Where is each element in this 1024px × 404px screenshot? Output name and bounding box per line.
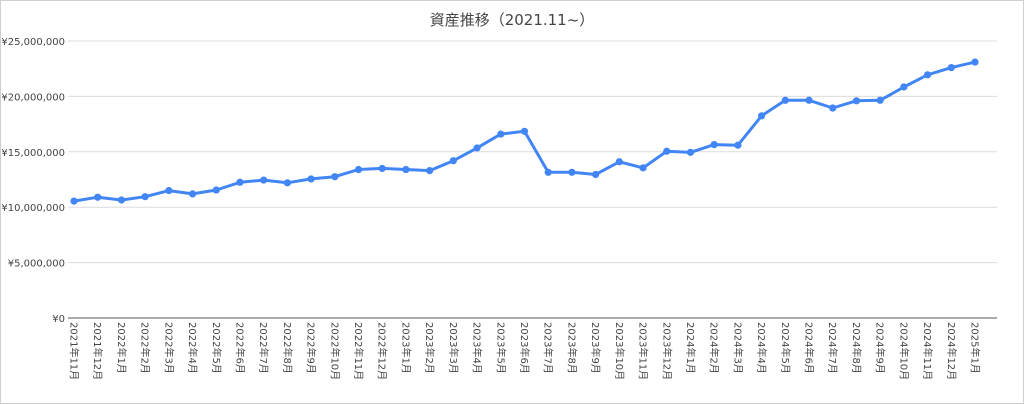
- y-tick-label: ¥10,000,000: [1, 203, 65, 214]
- data-point: [141, 193, 149, 201]
- x-tick-label: 2022年1月: [115, 322, 128, 374]
- x-tick-label: 2022年4月: [186, 322, 199, 374]
- x-tick-label: 2022年3月: [162, 322, 175, 374]
- x-tick-label: 2024年1月: [684, 322, 697, 374]
- x-tick-label: 2024年12月: [945, 322, 958, 380]
- x-tick-label: 2023年12月: [660, 322, 673, 380]
- x-tick-label: 2021年11月: [68, 322, 81, 380]
- x-tick-label: 2023年5月: [494, 322, 507, 374]
- data-point: [212, 186, 220, 194]
- x-tick-label: 2024年8月: [850, 322, 863, 374]
- data-point: [307, 175, 315, 183]
- x-tick-label: 2022年12月: [376, 322, 389, 380]
- x-tick-label: 2022年5月: [210, 322, 223, 374]
- data-point: [497, 130, 505, 138]
- x-tick-label: 2024年7月: [826, 322, 839, 374]
- y-tick-label: ¥0: [52, 314, 65, 325]
- data-point: [165, 186, 173, 195]
- data-point: [378, 164, 386, 173]
- x-tick-label: 2023年10月: [613, 322, 626, 380]
- x-tick-label: 2023年6月: [518, 322, 531, 374]
- data-point: [615, 158, 623, 166]
- data-point: [236, 178, 244, 186]
- data-point: [449, 157, 457, 165]
- data-point: [900, 83, 908, 91]
- data-point: [686, 148, 695, 156]
- x-tick-label: 2023年4月: [471, 322, 484, 374]
- x-tick-label: 2024年9月: [874, 322, 887, 374]
- data-point: [426, 167, 434, 175]
- data-point: [947, 63, 955, 72]
- y-tick-label: ¥5,000,000: [8, 259, 65, 270]
- data-point: [544, 168, 552, 176]
- x-tick-label: 2024年11月: [921, 322, 934, 380]
- data-point: [805, 96, 813, 104]
- data-point: [402, 165, 410, 174]
- x-tick-label: 2023年2月: [423, 322, 436, 374]
- x-tick-label: 2022年7月: [257, 322, 270, 374]
- data-point: [188, 190, 197, 198]
- x-axis-ticks: 2021年11月 2021年12月 2022年1月 2022年2月 2022年3月 202…: [68, 322, 982, 380]
- data-point: [639, 164, 647, 172]
- data-point: [923, 71, 932, 79]
- x-tick-label: 2024年3月: [731, 322, 744, 374]
- x-tick-label: 2022年6月: [233, 322, 246, 374]
- data-point: [734, 141, 742, 149]
- data-point: [710, 140, 718, 149]
- data-point: [592, 170, 600, 179]
- x-tick-label: 2024年10月: [897, 322, 910, 380]
- y-tick-label: ¥20,000,000: [1, 92, 65, 103]
- data-point: [876, 96, 884, 104]
- y-tick-label: ¥25,000,000: [1, 37, 65, 48]
- x-tick-label: 2024年5月: [779, 322, 792, 374]
- x-tick-label: 2023年11月: [637, 322, 650, 380]
- x-tick-label: 2022年11月: [352, 322, 365, 380]
- data-point: [971, 58, 979, 66]
- data-point: [94, 193, 102, 201]
- data-point: [354, 165, 363, 174]
- x-tick-label: 2023年8月: [565, 322, 578, 374]
- data-point: [331, 173, 339, 181]
- x-tick-label: 2024年4月: [755, 322, 768, 374]
- data-point: [758, 112, 766, 120]
- data-point: [473, 144, 481, 152]
- data-point: [568, 168, 576, 176]
- data-point: [70, 197, 78, 205]
- chart-title: 資産推移（2021.11~）: [429, 11, 595, 29]
- x-tick-label: 2021年12月: [91, 322, 104, 380]
- x-tick-label: 2022年9月: [305, 322, 318, 374]
- x-tick-label: 2025年1月: [969, 322, 982, 374]
- x-tick-label: 2024年6月: [803, 322, 816, 374]
- data-point: [781, 96, 789, 104]
- data-point: [663, 147, 671, 155]
- x-tick-label: 2023年9月: [589, 322, 602, 374]
- x-tick-label: 2022年2月: [139, 322, 152, 374]
- series: [70, 58, 979, 205]
- x-tick-label: 2024年2月: [708, 322, 721, 374]
- data-point: [852, 97, 861, 105]
- data-point: [283, 179, 291, 187]
- x-tick-label: 2023年7月: [542, 322, 555, 374]
- x-tick-label: 2022年8月: [281, 322, 294, 374]
- y-tick-label: ¥15,000,000: [1, 148, 65, 159]
- data-point: [829, 104, 837, 112]
- y-axis-ticks: ¥0 ¥5,000,000 ¥10,000,000 ¥15,000,000 ¥20,00…: [1, 37, 65, 325]
- gridlines: [68, 40, 997, 319]
- data-point: [520, 127, 529, 135]
- data-point: [260, 176, 268, 184]
- x-tick-label: 2023年3月: [447, 322, 460, 374]
- x-tick-label: 2022年10月: [328, 322, 341, 380]
- x-tick-label: 2023年1月: [399, 322, 412, 374]
- data-point: [117, 196, 126, 204]
